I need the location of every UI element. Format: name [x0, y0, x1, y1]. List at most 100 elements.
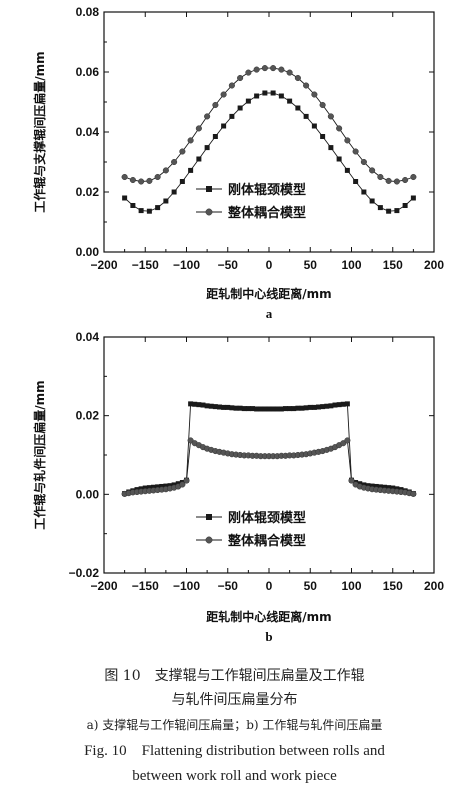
data-point-square — [394, 208, 400, 214]
data-point-circle — [220, 91, 227, 98]
data-point-square — [382, 484, 387, 490]
panel-letter: b — [265, 629, 272, 644]
data-point-square — [241, 406, 247, 412]
data-point-square — [188, 401, 194, 407]
data-point-circle — [344, 137, 351, 144]
data-point-circle — [237, 74, 244, 82]
data-point-circle — [286, 69, 293, 76]
data-point-circle — [245, 69, 252, 76]
y-tick-label: −0.02 — [69, 566, 100, 580]
series-line — [124, 403, 414, 494]
y-tick-label: 0.04 — [76, 330, 100, 344]
data-point-square — [142, 485, 148, 491]
data-point-square — [188, 167, 194, 173]
data-point-square — [151, 484, 156, 490]
x-tick-label: 50 — [304, 258, 318, 272]
x-tick-label: 100 — [341, 258, 361, 272]
data-point-square — [233, 405, 239, 411]
data-point-square — [369, 483, 375, 489]
data-point-circle — [270, 65, 277, 72]
data-point-square — [196, 156, 202, 162]
data-point-square — [377, 484, 383, 490]
caption-subtitle: a) 支撑辊与工作辊间压扁量；b) 工作辊与轧件间压扁量 — [86, 718, 383, 732]
data-point-square — [328, 145, 334, 151]
data-point-square — [287, 406, 293, 412]
data-point-square — [179, 179, 185, 184]
data-point-square — [163, 198, 169, 204]
data-point-circle — [187, 137, 194, 144]
chart-panel-b: −200 −150 −100 −50 0 50 100 150 200 −0.02 0.00 0.02… — [32, 330, 444, 644]
y-tick-label: 0.00 — [76, 487, 100, 501]
data-point-square — [204, 403, 210, 409]
data-point-square — [212, 134, 218, 139]
data-point-circle — [212, 101, 219, 109]
data-point-square — [159, 483, 165, 489]
data-point-square — [377, 205, 383, 211]
legend-marker-square — [206, 514, 212, 520]
data-point-square — [402, 203, 408, 208]
data-point-square — [291, 406, 297, 412]
data-point-square — [254, 93, 260, 99]
data-point-square — [295, 105, 301, 111]
chart-panel-a: −200 −150 −100 −50 0 50 100 150 200 0.00 0.02 0.04 0… — [32, 5, 444, 321]
data-point-circle — [228, 82, 235, 89]
x-tick-label: 0 — [266, 579, 273, 593]
data-point-circle — [393, 178, 400, 185]
x-axis-title: 距轧制中心线距离/mm — [206, 609, 331, 624]
data-point-square — [303, 405, 309, 411]
data-point-square — [328, 403, 334, 409]
data-point-square — [212, 404, 218, 410]
x-tick-label: 200 — [424, 258, 444, 272]
data-point-circle — [385, 177, 392, 184]
data-point-square — [146, 485, 152, 491]
data-point-circle — [303, 82, 310, 89]
data-point-square — [320, 404, 326, 410]
data-point-square — [163, 483, 169, 489]
data-point-square — [196, 402, 202, 408]
data-point-circle — [369, 167, 376, 174]
y-axis-title: 工作辊与轧件间压扁量/mm — [32, 380, 47, 529]
data-point-circle — [204, 113, 211, 120]
x-tick-label: 100 — [341, 579, 361, 593]
legend-label: 刚体辊颈模型 — [228, 182, 306, 198]
data-point-square — [344, 401, 350, 407]
legend-label: 刚体辊颈模型 — [228, 510, 306, 526]
data-point-square — [340, 401, 346, 407]
data-point-circle — [360, 158, 367, 166]
data-point-square — [266, 406, 272, 412]
data-point-circle — [183, 477, 190, 484]
data-point-circle — [294, 74, 301, 82]
data-point-square — [221, 404, 227, 410]
data-point-circle — [138, 178, 145, 185]
data-point-square — [344, 167, 350, 173]
data-point-circle — [402, 176, 409, 184]
data-point-circle — [121, 173, 128, 181]
data-point-square — [336, 156, 342, 162]
data-point-circle — [154, 173, 161, 181]
data-point-square — [146, 208, 152, 214]
data-point-square — [278, 406, 284, 412]
y-tick-label: 0.08 — [76, 5, 100, 19]
data-point-square — [171, 189, 177, 195]
data-point-square — [237, 405, 243, 411]
data-point-square — [229, 113, 235, 119]
data-point-square — [410, 195, 416, 201]
data-point-circle — [327, 113, 334, 120]
x-tick-label: −150 — [132, 579, 159, 593]
data-point-square — [229, 405, 235, 411]
caption-title-line2: 与轧件间压扁量分布 — [171, 692, 298, 708]
x-tick-label: 200 — [424, 579, 444, 593]
data-point-square — [295, 405, 301, 411]
data-point-circle — [348, 477, 355, 484]
data-point-circle — [171, 158, 178, 166]
panel-letter: a — [266, 306, 273, 321]
caption-english-line1: Fig. 10 Flattening distribution between … — [84, 743, 385, 759]
data-point-square — [390, 485, 396, 491]
data-point-square — [299, 405, 305, 411]
data-point-square — [208, 403, 214, 409]
x-tick-label: 50 — [304, 579, 318, 593]
data-point-square — [270, 90, 276, 96]
data-point-square — [225, 404, 231, 410]
data-point-circle — [261, 65, 268, 72]
